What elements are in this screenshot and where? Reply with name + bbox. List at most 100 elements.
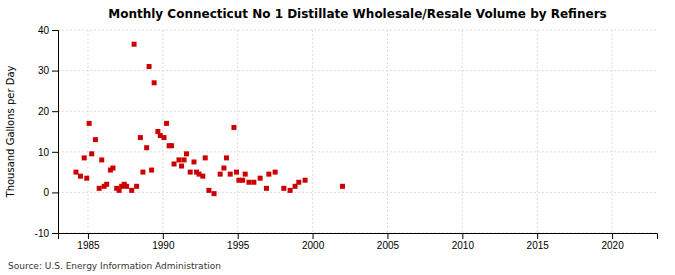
tick: 20	[38, 106, 58, 117]
tick-label: 20	[38, 106, 50, 117]
point	[203, 155, 208, 160]
point	[73, 170, 78, 175]
tick: 2005	[377, 233, 400, 251]
point	[124, 184, 129, 189]
tick-label: 2005	[377, 240, 400, 251]
point	[234, 170, 239, 175]
tick-label: -10	[35, 228, 50, 239]
point	[179, 164, 184, 169]
point	[184, 151, 189, 156]
y-axis: -10 0 10 20 30 40	[35, 25, 59, 239]
point	[264, 186, 269, 191]
tick-label: 2020	[601, 240, 624, 251]
tick-mark	[52, 30, 58, 31]
chart: 1985 1990 1995 2000 2005 2010 2015 2020 -10 0 10 20…	[0, 0, 675, 275]
point	[99, 157, 104, 162]
axis-line	[59, 234, 658, 240]
tick: -10	[35, 228, 58, 239]
point	[140, 170, 145, 175]
grid-line-x	[387, 30, 388, 233]
tick: 1990	[152, 233, 175, 251]
point	[266, 172, 271, 177]
grid-line-y	[58, 111, 657, 112]
tick-label: 2000	[302, 240, 325, 251]
tick: 2015	[527, 233, 550, 251]
annotation: Source: U.S. Energy Information Administ…	[8, 261, 221, 271]
point	[258, 176, 263, 181]
point	[87, 121, 92, 126]
grid-line-x	[462, 30, 463, 233]
point	[228, 172, 233, 177]
tick: 0	[43, 187, 58, 198]
point	[89, 151, 94, 156]
tick-label: 0	[43, 187, 49, 198]
point	[78, 174, 83, 179]
point	[281, 186, 286, 191]
point	[182, 157, 187, 162]
grid-line-x	[162, 30, 163, 233]
tick-mark	[52, 192, 58, 193]
point	[240, 178, 245, 183]
grid-line-x	[612, 30, 613, 233]
point	[132, 42, 137, 47]
grid-line-x	[237, 30, 238, 233]
tick: 1985	[77, 233, 100, 251]
tick-mark	[238, 233, 239, 239]
point	[169, 143, 174, 148]
point	[218, 172, 223, 177]
point	[191, 159, 196, 164]
point	[149, 168, 154, 173]
tick: 10	[38, 147, 58, 158]
tick: 30	[38, 65, 58, 76]
point	[188, 170, 193, 175]
point	[224, 155, 229, 160]
tick-mark	[387, 233, 388, 239]
point	[212, 191, 217, 196]
grid	[58, 30, 657, 233]
point	[206, 188, 211, 193]
point	[221, 166, 226, 171]
tick-mark	[52, 152, 58, 153]
point	[82, 155, 87, 160]
y-label: Thousand Gallons per Day	[5, 65, 16, 198]
tick-label: 2010	[452, 240, 475, 251]
x-axis: 1985 1990 1995 2000 2005 2010 2015 2020	[59, 233, 658, 251]
tick: 1995	[227, 233, 250, 251]
tick-mark	[52, 233, 58, 234]
tick-mark	[88, 233, 89, 239]
grid-line-y	[58, 70, 657, 71]
grid-line-x	[312, 30, 313, 233]
tick-label: 1995	[227, 240, 250, 251]
point	[200, 174, 205, 179]
point	[340, 184, 345, 189]
point	[176, 157, 181, 162]
tick-mark	[52, 71, 58, 72]
tick: 2010	[452, 233, 475, 251]
point	[93, 137, 98, 142]
grid-line-y	[58, 151, 657, 152]
tick-mark	[462, 233, 463, 239]
point	[110, 166, 115, 171]
tick-mark	[163, 233, 164, 239]
point	[303, 178, 308, 183]
point	[138, 135, 143, 140]
point	[134, 184, 139, 189]
tick: 2020	[601, 233, 624, 251]
point	[296, 180, 301, 185]
points	[73, 42, 345, 196]
point	[231, 125, 236, 130]
point	[144, 145, 149, 150]
grid-line-y	[58, 30, 657, 31]
point	[104, 182, 109, 187]
tick-label: 10	[38, 147, 50, 158]
tick-mark	[52, 111, 58, 112]
point	[288, 188, 293, 193]
tick: 40	[38, 25, 58, 36]
grid-line-x	[537, 30, 538, 233]
point	[172, 161, 177, 166]
point	[152, 80, 157, 85]
point	[251, 180, 256, 185]
title: Monthly Connecticut No 1 Distillate Whol…	[108, 7, 607, 21]
grid-line-x	[87, 30, 88, 233]
point	[164, 121, 169, 126]
